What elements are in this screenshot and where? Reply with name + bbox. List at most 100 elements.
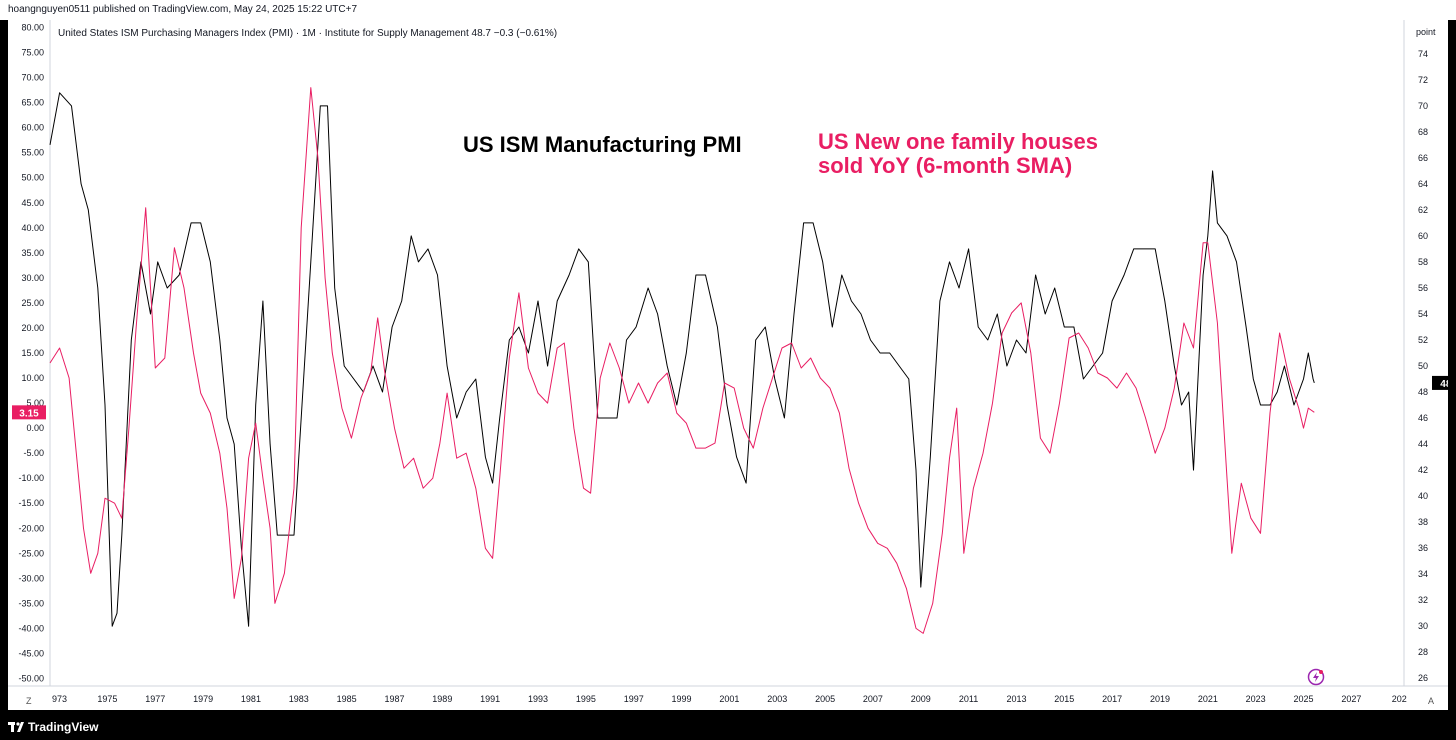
x-axis-tick: 2023 <box>1246 694 1266 704</box>
auto-scale-button[interactable]: A <box>1428 696 1435 706</box>
tradingview-logo[interactable]: TradingView <box>8 720 98 734</box>
left-axis-tick: 60.00 <box>21 123 44 133</box>
left-axis-tick: 65.00 <box>21 98 44 108</box>
left-axis-tick: 20.00 <box>21 323 44 333</box>
left-axis-tick: 30.00 <box>21 273 44 283</box>
left-axis-tick: 55.00 <box>21 148 44 158</box>
chart-legend: United States ISM Purchasing Managers In… <box>58 28 558 39</box>
x-axis-tick: 2021 <box>1198 694 1218 704</box>
houses-last-value-badge <box>12 405 46 420</box>
left-axis-tick: -45.00 <box>18 648 44 658</box>
right-axis-tick: 56 <box>1418 283 1428 293</box>
x-axis-tick: 1975 <box>97 694 117 704</box>
left-axis-tick: 10.00 <box>21 373 44 383</box>
left-axis-tick: 50.00 <box>21 173 44 183</box>
left-axis-tick: -40.00 <box>18 623 44 633</box>
right-axis-tick: 38 <box>1418 517 1428 527</box>
right-axis-tick: 60 <box>1418 231 1428 241</box>
right-axis-tick: 66 <box>1418 153 1428 163</box>
right-axis-tick: 46 <box>1418 413 1428 423</box>
pmi-series-line <box>49 92 1315 627</box>
right-axis-tick: 54 <box>1418 309 1428 319</box>
right-axis-tick: 62 <box>1418 205 1428 215</box>
left-axis-tick: 15.00 <box>21 348 44 358</box>
right-axis-tick: 42 <box>1418 465 1428 475</box>
x-axis-tick: 1979 <box>193 694 213 704</box>
right-axis-tick: 36 <box>1418 543 1428 553</box>
pmi-annotation: US ISM Manufacturing PMI <box>463 132 742 157</box>
left-axis-tick: 45.00 <box>21 198 44 208</box>
tradingview-icon <box>8 722 24 732</box>
chart-canvas[interactable]: 80.00 75.00 70.00 65.00 60.00 55.00 50.00 45.00… <box>8 20 1448 710</box>
footer-bar: TradingView <box>0 712 1456 740</box>
x-axis-tick: 1985 <box>337 694 357 704</box>
left-axis-tick: -30.00 <box>18 573 44 583</box>
x-axis-tick: 1995 <box>576 694 596 704</box>
left-axis-tick: 5.00 <box>26 398 44 408</box>
brand-name: TradingView <box>28 720 99 734</box>
houses-annotation: US New one family houses sold YoY (6-mon… <box>818 129 1098 178</box>
x-axis-tick: 2009 <box>911 694 931 704</box>
left-axis-tick: 80.00 <box>21 23 44 33</box>
left-axis-tick: 75.00 <box>21 48 44 58</box>
left-axis-tick: -5.00 <box>23 448 44 458</box>
publish-header: hoangnguyen0511 published on TradingView… <box>0 0 1456 20</box>
x-axis-tick: 2017 <box>1102 694 1122 704</box>
right-axis-tick: 64 <box>1418 179 1428 189</box>
right-axis-tick: 44 <box>1418 439 1428 449</box>
pmi-last-value-badge <box>1432 375 1448 390</box>
left-axis-tick: -10.00 <box>18 473 44 483</box>
x-axis-tick: 1989 <box>432 694 452 704</box>
right-axis-tick: 52 <box>1418 335 1428 345</box>
x-axis-tick: 1999 <box>672 694 692 704</box>
right-axis-tick: 58 <box>1418 257 1428 267</box>
left-axis-tick: -20.00 <box>18 523 44 533</box>
houses-series-line <box>49 87 1315 634</box>
publish-text: hoangnguyen0511 published on TradingView… <box>8 4 358 15</box>
left-axis-tick: 70.00 <box>21 73 44 83</box>
right-axis-tick: 34 <box>1418 569 1428 579</box>
z-button[interactable]: Z <box>26 696 32 706</box>
right-axis-tick: 48 <box>1418 387 1428 397</box>
x-axis-tick: 1993 <box>528 694 548 704</box>
left-axis-tick: -35.00 <box>18 598 44 608</box>
x-axis-tick: 2005 <box>815 694 835 704</box>
right-axis-tick: 28 <box>1418 647 1428 657</box>
x-axis-tick: 2007 <box>863 694 883 704</box>
left-axis-tick: 0.00 <box>26 423 44 433</box>
lightning-icon[interactable] <box>1307 668 1325 686</box>
x-axis-tick: 2015 <box>1054 694 1074 704</box>
right-axis-tick: 74 <box>1418 49 1428 59</box>
chart-frame[interactable]: 80.00 75.00 70.00 65.00 60.00 55.00 50.00 45.00… <box>8 20 1448 710</box>
x-axis-tick: 1977 <box>145 694 165 704</box>
x-axis-tick: 1987 <box>384 694 404 704</box>
right-axis-tick: 50 <box>1418 361 1428 371</box>
x-axis-tick: 2025 <box>1294 694 1314 704</box>
right-axis-title: point <box>1416 27 1436 37</box>
x-axis-tick: 1997 <box>624 694 644 704</box>
right-axis-tick: 68 <box>1418 127 1428 137</box>
left-axis-tick: -25.00 <box>18 548 44 558</box>
houses-last-value-label: 3.15 <box>19 408 39 419</box>
x-axis-tick: 973 <box>52 694 67 704</box>
x-axis-tick: 202 <box>1392 694 1407 704</box>
right-axis-tick: 26 <box>1418 673 1428 683</box>
x-axis-tick: 2027 <box>1341 694 1361 704</box>
right-axis-tick: 30 <box>1418 621 1428 631</box>
x-axis-tick: 1983 <box>289 694 309 704</box>
right-axis-tick: 72 <box>1418 75 1428 85</box>
right-axis-tick: 32 <box>1418 595 1428 605</box>
x-axis-tick: 2001 <box>719 694 739 704</box>
left-axis-tick: 25.00 <box>21 298 44 308</box>
pmi-last-value-label: 48.7 <box>1440 379 1448 390</box>
x-axis-tick: 2013 <box>1006 694 1026 704</box>
right-axis-tick: 70 <box>1418 101 1428 111</box>
x-axis-tick: 2019 <box>1150 694 1170 704</box>
left-axis-tick: -15.00 <box>18 498 44 508</box>
x-axis-tick: 2011 <box>959 694 978 704</box>
right-axis-tick: 40 <box>1418 491 1428 501</box>
left-axis-tick: -50.00 <box>18 673 44 683</box>
x-axis-tick: 1991 <box>480 694 500 704</box>
x-axis-tick: 2003 <box>767 694 787 704</box>
x-axis-tick: 1981 <box>241 694 261 704</box>
